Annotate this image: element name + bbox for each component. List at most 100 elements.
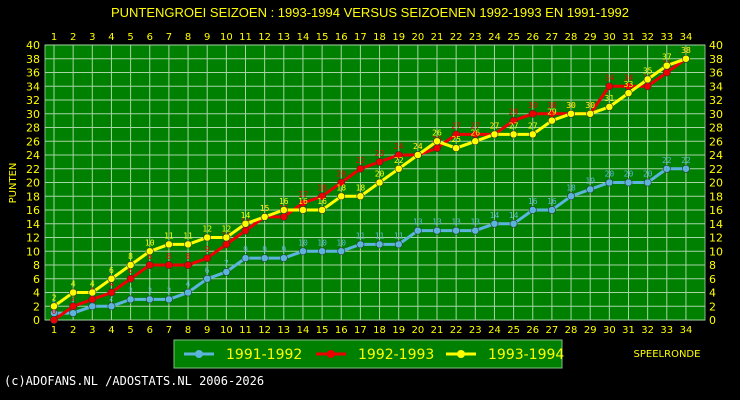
data-label: 7 <box>224 259 229 268</box>
y-tick-label-left: 8 <box>33 259 40 272</box>
x-tick-label-top: 27 <box>546 32 559 43</box>
data-point <box>452 144 461 153</box>
x-tick-label-bottom: 15 <box>316 325 329 336</box>
legend-label: 1991-1992 <box>226 347 302 363</box>
y-tick-label-right: 2 <box>709 300 716 313</box>
y-tick-label-right: 6 <box>709 273 716 286</box>
x-tick-label-top: 31 <box>622 32 635 43</box>
data-label: 6 <box>128 266 133 275</box>
y-tick-label-left: 24 <box>26 149 40 162</box>
x-tick-label-top: 19 <box>392 32 405 43</box>
data-point <box>643 82 652 91</box>
data-label: 27 <box>470 121 480 130</box>
data-label: 13 <box>451 218 461 227</box>
x-tick-label-bottom: 30 <box>603 325 616 336</box>
y-tick-label-right: 18 <box>709 190 723 203</box>
data-point <box>50 302 58 311</box>
y-tick-label-left: 22 <box>26 163 40 176</box>
x-tick-label-bottom: 19 <box>392 325 405 336</box>
data-point <box>222 240 231 249</box>
data-point <box>279 212 288 221</box>
data-point <box>241 254 250 263</box>
data-label: 29 <box>509 108 519 117</box>
data-label: 10 <box>336 238 346 247</box>
data-point <box>337 247 346 256</box>
y-tick-label-left: 10 <box>26 245 40 258</box>
x-tick-label-bottom: 27 <box>546 325 559 336</box>
data-label: 17 <box>298 190 308 199</box>
x-tick-label-bottom: 3 <box>89 325 95 336</box>
data-point <box>548 116 556 125</box>
y-tick-label-left: 14 <box>26 218 40 231</box>
data-label: 3 <box>166 286 171 295</box>
data-label: 31 <box>605 94 615 103</box>
data-label: 11 <box>183 231 193 240</box>
data-label: 35 <box>643 66 653 75</box>
y-tick-label-left: 28 <box>26 122 40 135</box>
data-label: 15 <box>260 204 270 213</box>
x-tick-label-top: 7 <box>166 32 172 43</box>
x-tick-label-bottom: 4 <box>108 325 114 336</box>
data-label: 8 <box>166 252 171 261</box>
data-point <box>509 130 518 139</box>
data-point <box>375 178 384 187</box>
data-label: 22 <box>662 156 672 165</box>
x-tick-label-top: 23 <box>469 32 482 43</box>
y-tick-label-left: 16 <box>26 204 40 217</box>
data-label: 8 <box>128 252 133 261</box>
x-tick-label-top: 8 <box>185 32 191 43</box>
y-axis-label: PUNTEN <box>8 163 19 204</box>
chart-title: PUNTENGROEI SEIZOEN : 1993-1994 VERSUS S… <box>111 5 629 20</box>
data-label: 19 <box>585 176 595 185</box>
data-point <box>548 206 556 214</box>
data-point <box>299 206 307 214</box>
data-label: 13 <box>413 218 423 227</box>
legend-swatch-marker <box>195 350 203 358</box>
x-tick-label-bottom: 7 <box>166 325 172 336</box>
data-point <box>375 240 384 249</box>
data-label: 27 <box>509 121 519 130</box>
data-label: 13 <box>432 218 442 227</box>
x-tick-label-bottom: 23 <box>469 325 482 336</box>
data-point <box>88 302 97 311</box>
data-point <box>643 75 652 84</box>
series-layer: 1122333467999101010111111131313131414161… <box>50 46 691 324</box>
data-point <box>145 247 154 256</box>
y-tick-label-left: 6 <box>33 273 40 286</box>
x-tick-label-bottom: 17 <box>354 325 367 336</box>
data-point <box>356 192 365 201</box>
x-tick-label-top: 9 <box>204 32 210 43</box>
data-point <box>528 206 537 214</box>
data-point <box>605 178 614 187</box>
data-label: 4 <box>186 280 191 289</box>
series-line <box>54 167 686 315</box>
x-tick-label-bottom: 24 <box>488 325 501 336</box>
data-label: 18 <box>317 183 327 192</box>
data-point <box>337 192 346 201</box>
data-label: 10 <box>317 238 327 247</box>
y-tick-label-right: 30 <box>709 108 723 121</box>
x-tick-label-bottom: 9 <box>204 325 210 336</box>
data-point <box>126 274 135 283</box>
data-point <box>643 178 652 187</box>
x-tick-label-bottom: 6 <box>147 325 153 336</box>
data-point <box>413 151 422 159</box>
legend-label: 1992-1993 <box>358 347 434 363</box>
y-tick-label-right: 8 <box>709 259 716 272</box>
data-label: 27 <box>490 121 500 130</box>
data-point <box>88 295 97 304</box>
data-label: 0 <box>52 307 57 316</box>
data-label: 18 <box>566 183 576 192</box>
data-point <box>145 295 154 304</box>
x-tick-label-top: 5 <box>127 32 133 43</box>
data-label: 38 <box>681 46 691 55</box>
data-label: 27 <box>451 121 461 130</box>
data-label: 18 <box>356 183 366 192</box>
x-tick-label-top: 15 <box>316 32 329 43</box>
x-tick-label-top: 11 <box>239 32 252 43</box>
data-label: 30 <box>528 101 538 110</box>
data-point <box>318 192 326 201</box>
data-point <box>624 89 633 98</box>
